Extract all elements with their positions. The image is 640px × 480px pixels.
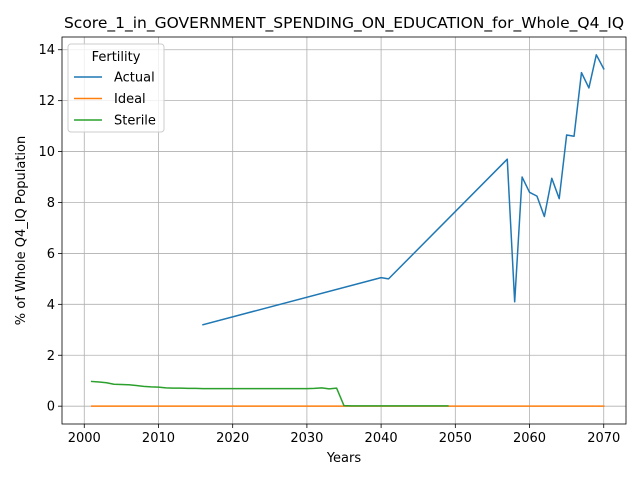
y-tick-label: 12 — [38, 94, 55, 109]
y-tick-label: 10 — [38, 145, 55, 160]
x-tick-label: 2000 — [68, 431, 101, 446]
x-tick-label: 2030 — [290, 431, 323, 446]
x-axis-title: Years — [326, 451, 362, 466]
y-tick-label: 0 — [47, 400, 55, 415]
y-axis-title: % of Whole Q4_IQ Population — [14, 136, 29, 325]
y-tick-label: 14 — [38, 43, 55, 58]
legend-label-sterile: Sterile — [114, 114, 156, 129]
x-tick-label: 2060 — [513, 431, 546, 446]
legend-title: Fertility — [92, 50, 141, 65]
legend-label-actual: Actual — [114, 71, 155, 86]
y-tick-label: 8 — [47, 196, 55, 211]
legend: Fertility Actual Ideal Sterile — [68, 44, 164, 132]
legend-label-ideal: Ideal — [114, 92, 146, 107]
x-tick-label: 2040 — [365, 431, 398, 446]
y-tick-label: 4 — [47, 298, 55, 313]
y-tick-label: 2 — [47, 349, 55, 364]
y-tick-label: 6 — [47, 247, 55, 262]
x-tick-label: 2020 — [216, 431, 249, 446]
chart-title: Score_1_in_GOVERNMENT_SPENDING_ON_EDUCAT… — [64, 14, 624, 33]
x-tick-label: 2010 — [142, 431, 175, 446]
x-tick-label: 2070 — [587, 431, 620, 446]
x-tick-label: 2050 — [439, 431, 472, 446]
